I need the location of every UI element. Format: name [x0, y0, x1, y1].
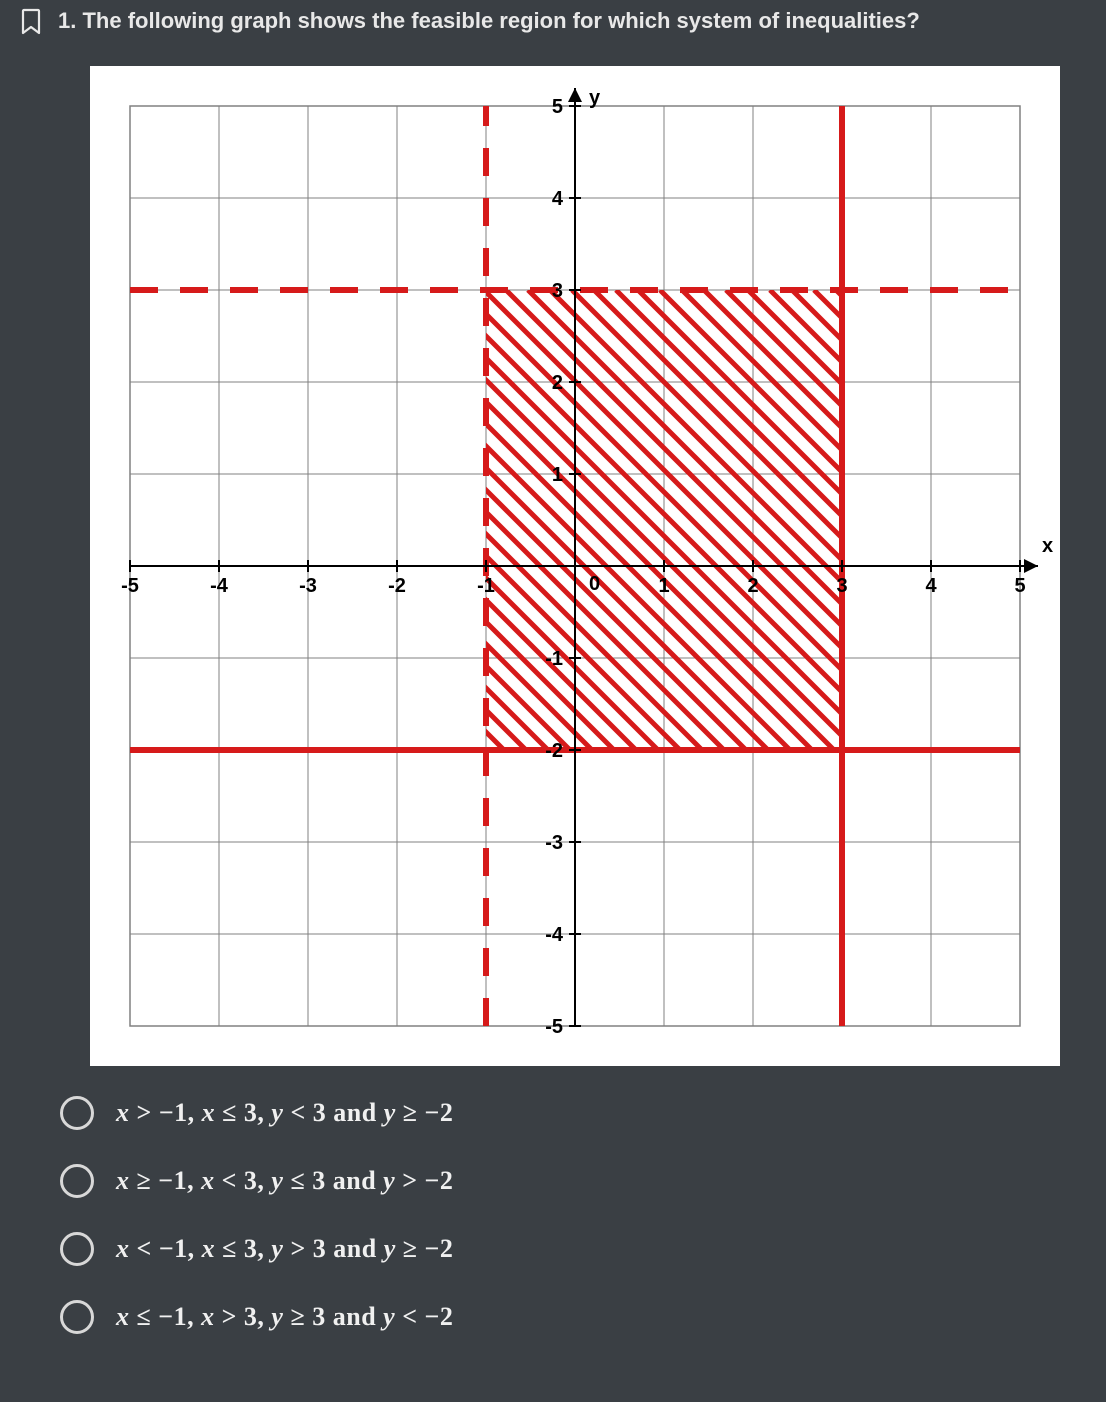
svg-text:x: x	[1042, 535, 1053, 557]
svg-text:-4: -4	[210, 575, 229, 597]
svg-text:5: 5	[1014, 575, 1025, 597]
svg-text:-5: -5	[545, 1016, 563, 1038]
svg-text:1: 1	[658, 575, 669, 597]
option-text: x < −1, x ≤ 3, y > 3 and y ≥ −2	[116, 1234, 453, 1264]
svg-text:-2: -2	[388, 575, 406, 597]
svg-text:0: 0	[589, 573, 600, 595]
option-text: x ≥ −1, x < 3, y ≤ 3 and y > −2	[116, 1166, 453, 1196]
answer-option[interactable]: x ≤ −1, x > 3, y ≥ 3 and y < −2	[60, 1300, 1106, 1334]
svg-text:4: 4	[552, 188, 564, 210]
svg-text:5: 5	[552, 96, 563, 118]
svg-text:-2: -2	[545, 740, 563, 762]
svg-text:2: 2	[552, 372, 563, 394]
svg-text:-3: -3	[545, 832, 563, 854]
question-header: 1. The following graph shows the feasibl…	[0, 0, 1106, 56]
graph-figure: -5 -4 -3 -2 -1 1 2 3 4 5 -5 -4 -3 -2 -1 1 2 3 4 5 0 x y	[90, 66, 1060, 1066]
svg-text:-5: -5	[121, 575, 139, 597]
svg-text:-1: -1	[477, 575, 495, 597]
bookmark-icon[interactable]	[20, 8, 44, 36]
svg-text:1: 1	[552, 464, 563, 486]
radio-icon[interactable]	[60, 1300, 94, 1334]
option-text: x ≤ −1, x > 3, y ≥ 3 and y < −2	[116, 1302, 453, 1332]
answer-option[interactable]: x > −1, x ≤ 3, y < 3 and y ≥ −2	[60, 1096, 1106, 1130]
svg-text:-1: -1	[545, 648, 563, 670]
svg-text:y: y	[589, 87, 601, 109]
radio-icon[interactable]	[60, 1164, 94, 1198]
svg-text:2: 2	[747, 575, 758, 597]
svg-text:3: 3	[552, 280, 563, 302]
answer-option[interactable]: x ≥ −1, x < 3, y ≤ 3 and y > −2	[60, 1164, 1106, 1198]
svg-text:-3: -3	[299, 575, 317, 597]
question-text: 1. The following graph shows the feasibl…	[58, 8, 920, 34]
answer-options: x > −1, x ≤ 3, y < 3 and y ≥ −2 x ≥ −1, x…	[0, 1066, 1106, 1334]
question-body: The following graph shows the feasible r…	[82, 8, 919, 33]
svg-text:4: 4	[925, 575, 937, 597]
svg-text:3: 3	[836, 575, 847, 597]
svg-text:-4: -4	[545, 924, 564, 946]
radio-icon[interactable]	[60, 1096, 94, 1130]
answer-option[interactable]: x < −1, x ≤ 3, y > 3 and y ≥ −2	[60, 1232, 1106, 1266]
question-number: 1.	[58, 8, 76, 33]
radio-icon[interactable]	[60, 1232, 94, 1266]
option-text: x > −1, x ≤ 3, y < 3 and y ≥ −2	[116, 1098, 453, 1128]
